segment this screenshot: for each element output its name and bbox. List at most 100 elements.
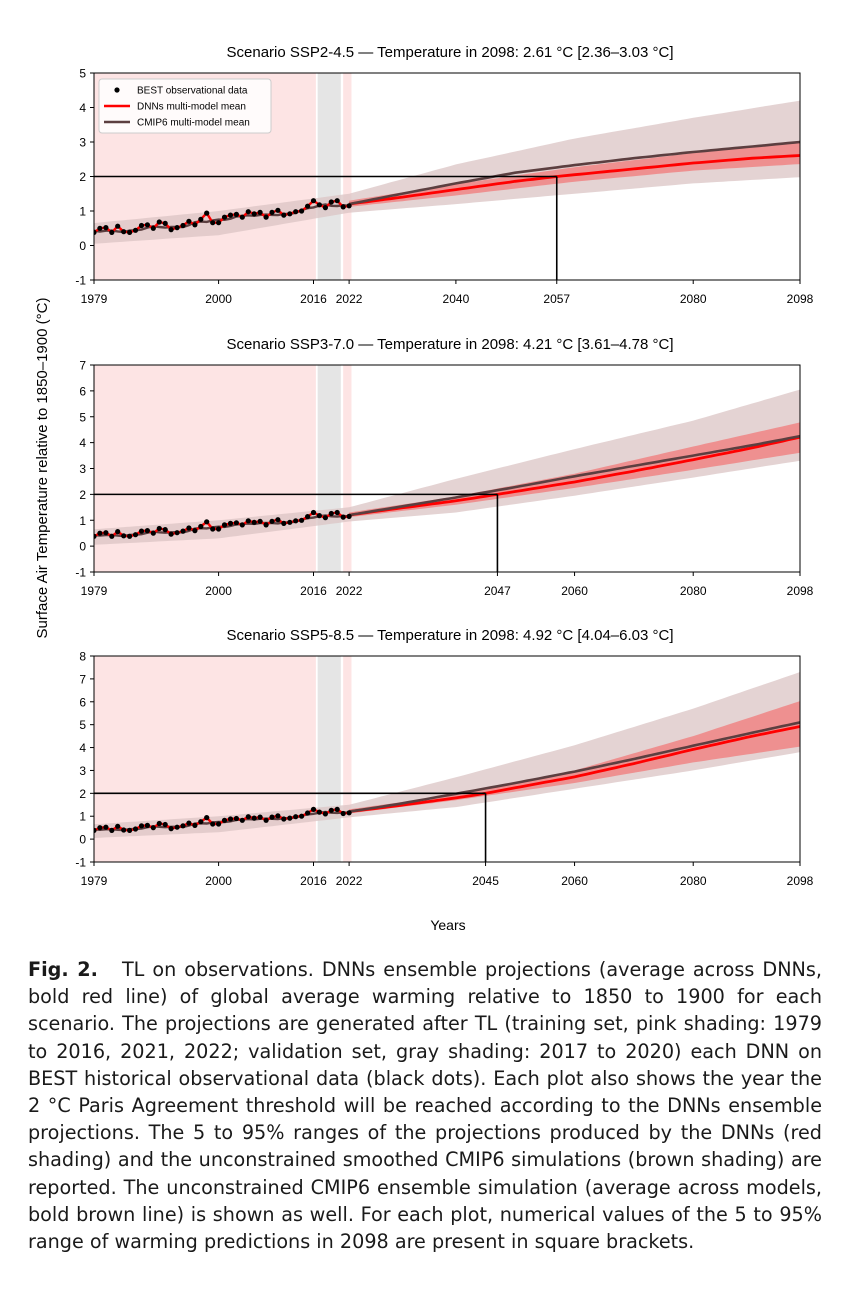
y-tick-label: 2 bbox=[79, 170, 86, 184]
y-tick-label: -1 bbox=[75, 856, 86, 870]
observation-point bbox=[263, 522, 269, 528]
observation-point bbox=[340, 204, 346, 210]
observation-point bbox=[340, 514, 346, 520]
observation-point bbox=[198, 523, 204, 530]
observation-point bbox=[227, 816, 234, 822]
observation-point bbox=[168, 531, 174, 537]
observation-point bbox=[245, 814, 251, 820]
observation-point bbox=[144, 822, 150, 829]
y-tick-label: 4 bbox=[79, 101, 86, 115]
cmip6-mean-line bbox=[348, 140, 800, 206]
legend-box bbox=[98, 78, 272, 134]
observation-point bbox=[257, 518, 263, 524]
observation-point bbox=[227, 520, 234, 527]
x-tick-label: 2022 bbox=[336, 874, 363, 888]
observation-point bbox=[221, 817, 228, 823]
x-tick-label: 2040 bbox=[443, 292, 470, 306]
y-tick-label: 2 bbox=[79, 488, 86, 502]
observation-point bbox=[346, 810, 352, 816]
observation-point bbox=[346, 513, 352, 520]
x-tick-label: 2057 bbox=[543, 292, 570, 306]
training-shading bbox=[343, 365, 352, 572]
observation-point bbox=[186, 820, 192, 826]
observation-point bbox=[334, 806, 340, 813]
observation-point bbox=[138, 823, 145, 829]
legend-label: BEST observational data bbox=[137, 86, 248, 97]
observation-point bbox=[168, 227, 174, 233]
observation-point bbox=[192, 222, 198, 228]
x-tick-label: 2022 bbox=[336, 292, 363, 306]
observation-point bbox=[299, 208, 305, 214]
observation-point bbox=[156, 820, 162, 827]
observation-point bbox=[216, 821, 222, 827]
plot-area bbox=[94, 365, 800, 572]
chart-panel-1: Scenario SSP2-4.5 — Temperature in 2098:… bbox=[75, 44, 813, 306]
observation-point bbox=[174, 824, 180, 830]
observation-point bbox=[257, 209, 263, 215]
observation-point bbox=[109, 827, 115, 834]
x-tick-label: 2022 bbox=[336, 584, 363, 598]
observation-point bbox=[216, 220, 222, 226]
observation-point bbox=[269, 814, 275, 820]
observation-point bbox=[281, 520, 287, 527]
observation-point bbox=[168, 826, 174, 832]
y-tick-label: 5 bbox=[79, 67, 86, 81]
y-tick-label: 0 bbox=[79, 540, 86, 554]
observation-point bbox=[174, 225, 180, 231]
x-tick-label: 2045 bbox=[472, 874, 499, 888]
chart-title: Scenario SSP2-4.5 — Temperature in 2098:… bbox=[227, 44, 674, 61]
x-tick-label: 2016 bbox=[300, 874, 327, 888]
observation-point bbox=[198, 216, 204, 222]
shared-y-axis-label: Surface Air Temperature relative to 1850… bbox=[34, 298, 51, 639]
observation-point bbox=[328, 807, 334, 813]
observation-point bbox=[121, 229, 127, 235]
y-tick-label: -1 bbox=[75, 566, 86, 580]
observation-point bbox=[94, 229, 97, 235]
observation-point bbox=[316, 202, 322, 208]
observation-point bbox=[103, 824, 109, 830]
observation-point bbox=[305, 514, 311, 520]
observation-point bbox=[269, 209, 275, 215]
observation-point bbox=[316, 809, 322, 815]
y-tick-label: 5 bbox=[79, 718, 86, 732]
legend-label: DNNs multi-model mean bbox=[137, 102, 246, 113]
observation-point bbox=[121, 827, 127, 833]
observation-point bbox=[227, 212, 234, 218]
observation-point bbox=[245, 209, 251, 215]
observation-point bbox=[263, 817, 269, 823]
x-tick-label: 1979 bbox=[81, 584, 108, 598]
observation-point bbox=[97, 225, 103, 231]
observation-point bbox=[322, 205, 328, 211]
observation-point bbox=[316, 513, 322, 519]
observation-point bbox=[334, 509, 340, 516]
y-tick-label: -1 bbox=[75, 274, 86, 288]
observation-point bbox=[144, 222, 150, 228]
y-tick-label: 3 bbox=[79, 462, 86, 476]
observation-point bbox=[115, 529, 121, 535]
observation-point bbox=[132, 826, 139, 832]
y-tick-label: 7 bbox=[79, 359, 86, 373]
observation-point bbox=[97, 825, 103, 831]
shared-x-axis-label: Years bbox=[430, 917, 465, 933]
observation-point bbox=[281, 212, 287, 218]
observation-point bbox=[97, 530, 103, 536]
x-tick-label: 2080 bbox=[680, 874, 707, 888]
observation-point bbox=[186, 218, 192, 224]
observation-point bbox=[245, 518, 251, 524]
observation-point bbox=[221, 522, 228, 528]
x-tick-label: 1979 bbox=[81, 292, 108, 306]
x-tick-label: 2060 bbox=[561, 874, 588, 888]
observation-point bbox=[109, 533, 115, 539]
x-tick-label: 2016 bbox=[300, 292, 327, 306]
dnn-mean-line bbox=[348, 154, 800, 206]
observation-point bbox=[210, 526, 216, 532]
x-tick-label: 2098 bbox=[787, 292, 814, 306]
x-tick-label: 2016 bbox=[300, 584, 327, 598]
observation-point bbox=[162, 527, 168, 533]
observation-point bbox=[305, 810, 311, 816]
cmip6-range-band bbox=[94, 100, 800, 244]
cmip6-mean-line bbox=[348, 721, 800, 813]
y-tick-label: 2 bbox=[79, 787, 86, 801]
x-tick-label: 2080 bbox=[680, 584, 707, 598]
observation-point bbox=[150, 225, 156, 231]
